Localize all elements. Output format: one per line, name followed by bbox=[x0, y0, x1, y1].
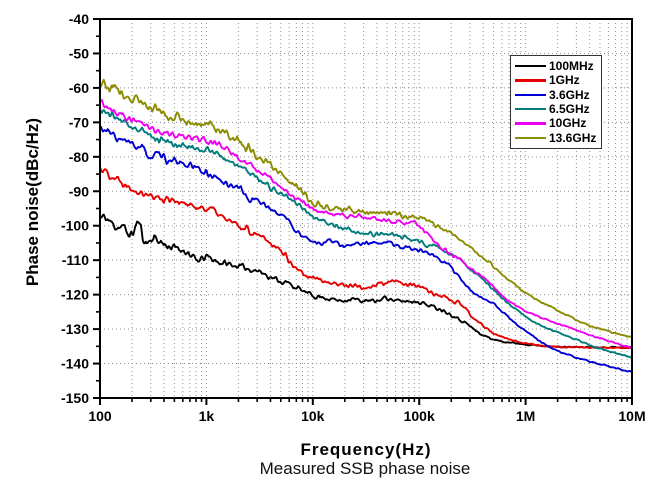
y-tick-label: -130 bbox=[61, 321, 89, 337]
chart-caption: Measured SSB phase noise bbox=[259, 459, 471, 478]
x-axis-title: Frequency(Hz) bbox=[300, 440, 432, 459]
legend-item: 100MHz bbox=[515, 60, 601, 73]
x-tick-label: 100 bbox=[88, 408, 112, 424]
legend-item-label: 100MHz bbox=[549, 59, 594, 74]
y-axis-title: Phase noise(dBc/Hz) bbox=[23, 117, 42, 287]
series-13.6GHz bbox=[99, 78, 633, 338]
legend-item: 13.6GHz bbox=[515, 131, 601, 144]
series-10GHz bbox=[99, 99, 633, 349]
legend-item-label: 10GHz bbox=[549, 116, 587, 131]
legend-line-sample bbox=[515, 93, 546, 96]
legend-item-label: 1GHz bbox=[549, 73, 580, 88]
x-tick-label: 1M bbox=[516, 408, 535, 424]
legend-line-sample bbox=[515, 79, 546, 82]
legend-item-label: 6.5GHz bbox=[549, 102, 590, 117]
legend-item: 6.5GHz bbox=[515, 103, 601, 116]
series-6.5GHz bbox=[99, 108, 633, 360]
legend-item: 10GHz bbox=[515, 117, 601, 130]
legend-line-sample bbox=[515, 136, 546, 139]
legend-item-label: 13.6GHz bbox=[549, 130, 597, 145]
legend-item: 1GHz bbox=[515, 74, 601, 87]
legend: 100MHz 1GHz 3.6GHz 6.5GHz 10GHz 13.6GHz bbox=[510, 55, 602, 149]
x-tick-label: 10k bbox=[301, 408, 325, 424]
y-tick-label: -60 bbox=[69, 80, 89, 96]
x-tick-label: 10M bbox=[618, 408, 645, 424]
y-tick-label: -100 bbox=[61, 218, 89, 234]
legend-line-sample bbox=[515, 108, 546, 111]
y-tick-label: -110 bbox=[62, 252, 89, 268]
legend-item: 3.6GHz bbox=[515, 88, 601, 101]
y-tick-label: -50 bbox=[69, 45, 89, 61]
series-1GHz bbox=[99, 166, 633, 350]
y-tick-label: -120 bbox=[61, 287, 89, 303]
y-tick-label: -150 bbox=[61, 390, 89, 406]
series-3.6GHz bbox=[99, 125, 633, 374]
legend-line-sample bbox=[515, 65, 546, 68]
legend-line-sample bbox=[515, 122, 546, 125]
x-tick-label: 1k bbox=[199, 408, 215, 424]
x-tick-label: 100k bbox=[404, 408, 435, 424]
y-tick-label: -140 bbox=[61, 356, 89, 372]
y-tick-label: -70 bbox=[69, 114, 89, 130]
y-tick-label: -80 bbox=[69, 149, 89, 165]
y-tick-label: -40 bbox=[69, 11, 89, 27]
legend-item-label: 3.6GHz bbox=[549, 87, 590, 102]
y-tick-label: -90 bbox=[69, 183, 89, 199]
